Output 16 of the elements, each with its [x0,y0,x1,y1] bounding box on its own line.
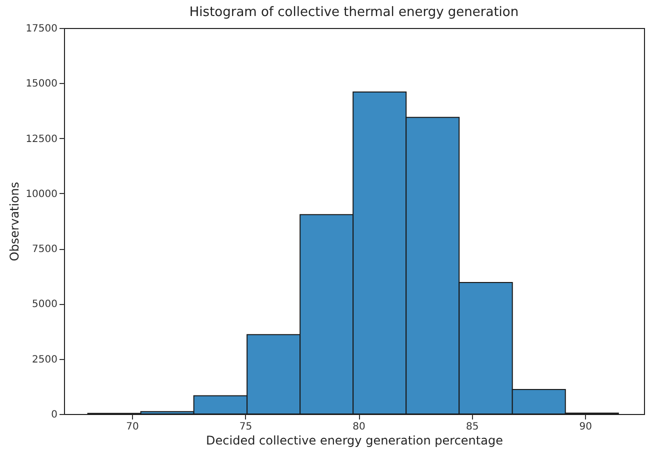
y-tick-label: 5000 [32,299,58,310]
y-tick-label: 15000 [26,78,58,90]
x-tick-label: 80 [352,422,366,432]
y-tick-label: 7500 [32,244,58,256]
y-tick-label: 10000 [26,188,58,200]
y-tick-label: 12500 [26,134,58,145]
x-axis-title: Decided collective energy generation percentage [206,434,503,448]
y-tick-label: 2500 [32,354,58,366]
y-axis-title: Observations [8,182,22,262]
x-tick-label: 90 [579,422,592,432]
y-tick-label: 0 [51,410,58,420]
x-tick-label: 85 [466,422,479,432]
x-tick-label: 75 [239,422,252,432]
chart-title: Histogram of collective thermal energy generation [189,5,519,20]
x-tick-label: 70 [126,422,139,432]
y-tick-label: 17500 [26,24,58,34]
